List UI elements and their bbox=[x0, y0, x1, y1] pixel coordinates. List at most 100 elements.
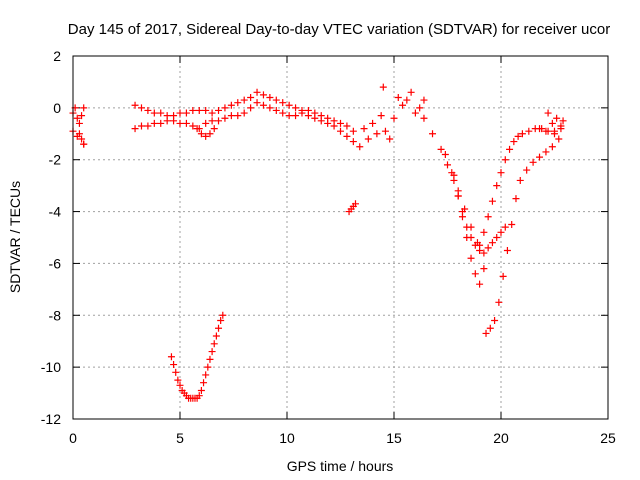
data-point bbox=[349, 127, 357, 135]
y-tick-label: -8 bbox=[49, 307, 62, 323]
data-point bbox=[444, 161, 451, 169]
data-point bbox=[206, 130, 214, 138]
data-point bbox=[202, 106, 210, 114]
data-point bbox=[525, 127, 533, 135]
data-point bbox=[508, 221, 516, 229]
data-point bbox=[266, 104, 274, 112]
data-point bbox=[163, 117, 171, 125]
data-point bbox=[227, 112, 235, 120]
data-point bbox=[403, 96, 411, 104]
y-tick-label: -6 bbox=[49, 255, 62, 271]
data-point bbox=[420, 96, 428, 104]
data-point bbox=[373, 130, 381, 138]
data-point bbox=[195, 392, 203, 400]
data-point bbox=[221, 104, 229, 112]
data-point bbox=[506, 145, 514, 153]
data-point bbox=[157, 109, 165, 117]
data-point bbox=[75, 119, 83, 127]
data-point bbox=[377, 112, 385, 120]
data-point bbox=[349, 138, 357, 146]
x-tick-label: 25 bbox=[600, 430, 616, 446]
data-point bbox=[394, 93, 402, 101]
data-point bbox=[495, 298, 503, 306]
data-point bbox=[208, 109, 216, 117]
data-point bbox=[292, 112, 300, 120]
series-storm-recovery-b bbox=[482, 135, 563, 337]
data-point bbox=[399, 101, 407, 109]
data-point bbox=[484, 213, 492, 221]
series-late-cluster bbox=[536, 109, 567, 138]
data-point bbox=[73, 114, 81, 122]
y-tick-label: -12 bbox=[41, 411, 61, 427]
data-point bbox=[182, 109, 190, 117]
data-point bbox=[471, 270, 479, 278]
data-point bbox=[208, 348, 216, 356]
data-point bbox=[206, 355, 214, 363]
data-point bbox=[386, 135, 394, 143]
data-point bbox=[493, 182, 501, 190]
data-point bbox=[78, 135, 86, 143]
data-point bbox=[144, 122, 152, 130]
data-point bbox=[189, 106, 197, 114]
data-point bbox=[212, 332, 220, 340]
x-tick-label: 10 bbox=[279, 430, 295, 446]
data-point bbox=[259, 91, 267, 99]
x-axis-label: GPS time / hours bbox=[287, 458, 394, 474]
data-point bbox=[493, 234, 501, 241]
data-point bbox=[215, 106, 223, 114]
grid-lines bbox=[73, 56, 608, 419]
data-point bbox=[356, 143, 364, 151]
data-point bbox=[343, 132, 351, 140]
data-point bbox=[176, 119, 184, 127]
data-point bbox=[170, 361, 178, 369]
data-point bbox=[480, 228, 488, 236]
data-point bbox=[247, 104, 255, 112]
data-point bbox=[553, 114, 561, 122]
y-tick-label: -2 bbox=[49, 152, 62, 168]
data-point bbox=[272, 96, 280, 104]
data-point bbox=[259, 101, 267, 109]
data-point bbox=[351, 200, 359, 208]
data-point bbox=[463, 234, 471, 241]
data-point bbox=[202, 132, 210, 140]
data-point bbox=[514, 132, 522, 140]
data-point bbox=[467, 254, 475, 262]
data-point bbox=[167, 353, 175, 361]
data-point bbox=[501, 223, 509, 231]
data-point bbox=[420, 114, 428, 122]
data-point bbox=[215, 117, 223, 125]
data-point bbox=[510, 138, 518, 146]
data-point bbox=[80, 140, 88, 148]
data-point bbox=[234, 99, 242, 107]
data-point bbox=[390, 114, 398, 122]
data-point bbox=[208, 117, 216, 125]
data-point bbox=[488, 197, 496, 205]
data-point bbox=[170, 117, 178, 125]
chart-title: Day 145 of 2017, Sidereal Day-to-day VTE… bbox=[68, 21, 610, 38]
y-tick-label: 0 bbox=[53, 100, 61, 116]
data-point bbox=[78, 112, 86, 120]
data-point bbox=[441, 151, 449, 159]
data-point bbox=[360, 125, 368, 133]
data-point bbox=[189, 122, 197, 130]
data-point bbox=[204, 363, 212, 371]
data-point bbox=[311, 114, 319, 122]
data-point bbox=[221, 114, 229, 122]
data-point bbox=[174, 376, 182, 384]
data-point bbox=[197, 386, 205, 394]
data-point bbox=[240, 96, 248, 104]
x-tick-label: 15 bbox=[386, 430, 402, 446]
data-point bbox=[448, 169, 456, 177]
x-tick-label: 0 bbox=[69, 430, 77, 446]
data-point bbox=[480, 265, 488, 273]
data-point bbox=[482, 329, 490, 337]
data-point bbox=[544, 109, 552, 117]
y-tick-label: 2 bbox=[53, 48, 61, 64]
data-point bbox=[193, 125, 201, 133]
data-point bbox=[215, 324, 223, 332]
data-point bbox=[157, 119, 165, 127]
data-point bbox=[548, 119, 556, 127]
data-point bbox=[210, 340, 218, 348]
